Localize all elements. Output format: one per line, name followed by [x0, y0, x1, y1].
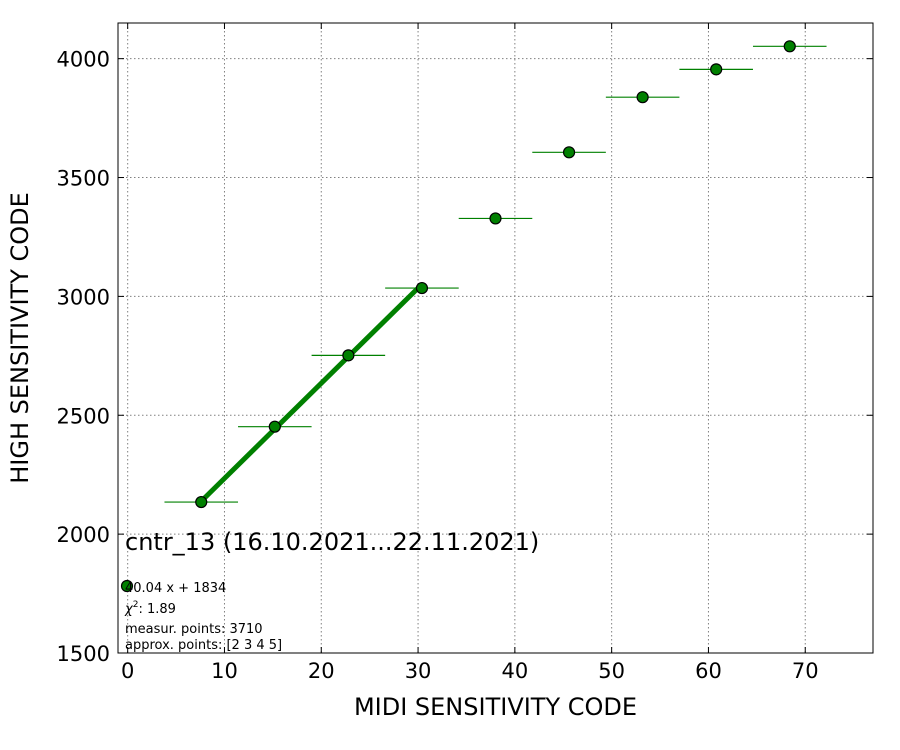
- y-tick-label: 2500: [57, 404, 110, 428]
- data-marker: [195, 495, 208, 509]
- x-tick-label: 70: [792, 659, 819, 683]
- approximation-points-label: approx. points: [2 3 4 5]: [125, 638, 282, 653]
- x-tick-label: 0: [121, 659, 134, 683]
- data-marker: [415, 281, 429, 295]
- data-marker: [342, 349, 355, 362]
- x-tick-label: 40: [501, 659, 528, 683]
- data-marker: [783, 40, 796, 53]
- y-tick-label: 4000: [57, 48, 110, 72]
- points-layer: [164, 40, 827, 509]
- legend-marker-dot: [120, 579, 134, 593]
- data-marker: [710, 63, 723, 76]
- y-tick-label: 2000: [57, 523, 110, 547]
- data-point: [458, 212, 533, 225]
- plot-frame: [117, 22, 874, 654]
- data-marker: [268, 420, 281, 433]
- fit-line: [199, 282, 424, 504]
- data-marker: [489, 212, 502, 225]
- x-tick-label: 20: [308, 659, 335, 683]
- data-point: [752, 40, 827, 53]
- ticks-layer: 0 10 20 30 40 50 60 70 1500 2000 2500 3000 3500 4000: [57, 23, 873, 683]
- y-tick-label: 3000: [57, 285, 110, 309]
- chi-superscript: 2: [133, 600, 139, 610]
- data-point: [679, 63, 753, 76]
- chi-square-label: χ2: 1.89: [124, 600, 176, 617]
- fit-equation-label: 40.04 x + 1834: [125, 581, 226, 596]
- legend-marker: [120, 579, 134, 593]
- x-tick-label: 30: [405, 659, 432, 683]
- fit-layer: [199, 282, 424, 504]
- x-axis-label: MIDI SENSITIVITY CODE: [354, 693, 637, 721]
- y-axis-label: HIGH SENSITIVITY CODE: [6, 192, 34, 484]
- chi-symbol: χ: [124, 602, 134, 617]
- data-marker: [636, 91, 649, 104]
- x-tick-label: 50: [598, 659, 625, 683]
- data-point: [311, 349, 386, 362]
- x-tick-label: 60: [695, 659, 722, 683]
- y-tick-label: 3500: [57, 167, 110, 191]
- data-point: [164, 495, 239, 509]
- data-point: [532, 146, 606, 159]
- y-tick-label: 1500: [57, 642, 110, 666]
- grid: [118, 23, 873, 654]
- data-point: [238, 420, 312, 433]
- chart-annotation-title: cntr_13 (16.10.2021...22.11.2021): [125, 528, 539, 556]
- data-marker: [562, 146, 576, 159]
- data-point: [605, 91, 680, 104]
- measurement-points-label: measur. points: 3710: [125, 622, 263, 637]
- x-tick-label: 10: [211, 659, 238, 683]
- data-point: [385, 281, 459, 295]
- chi-value: : 1.89: [138, 602, 175, 617]
